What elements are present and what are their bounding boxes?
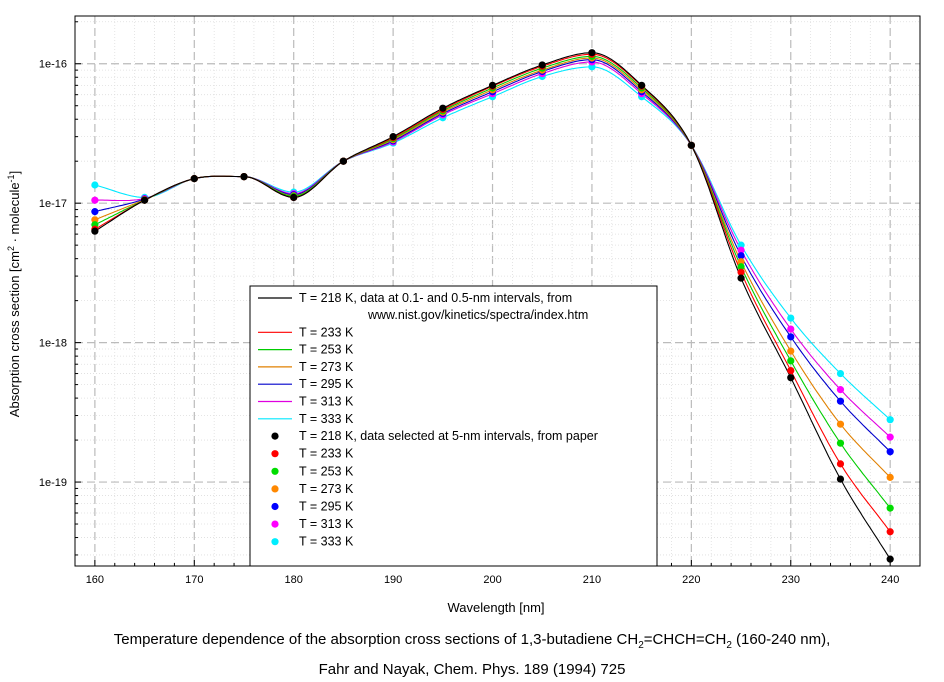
data-point bbox=[836, 475, 845, 483]
x-tick-labels: 160 170 180 190 200 210 220 230 240 bbox=[86, 574, 900, 586]
x-tick-label: 160 bbox=[86, 574, 104, 586]
x-tick-label: 200 bbox=[483, 574, 501, 586]
series-points bbox=[91, 49, 894, 563]
legend-point-swatch bbox=[271, 432, 279, 440]
data-point bbox=[886, 448, 894, 456]
legend-label: T = 313 K bbox=[299, 395, 354, 409]
legend-label: T = 233 K bbox=[299, 447, 354, 461]
data-point bbox=[787, 357, 795, 365]
legend-point-swatch bbox=[271, 520, 279, 528]
data-point bbox=[886, 504, 894, 512]
x-tick-label: 230 bbox=[782, 574, 800, 586]
y-axis-title: Absorption cross section [cm2 · molecule… bbox=[6, 171, 22, 417]
data-point bbox=[886, 416, 894, 424]
data-point bbox=[836, 439, 845, 447]
legend-label: T = 295 K bbox=[299, 377, 354, 391]
caption-line-1: Temperature dependence of the absorption… bbox=[113, 631, 831, 651]
caption-line-2: Fahr and Nayak, Chem. Phys. 189 (1994) 7… bbox=[318, 661, 626, 678]
data-point bbox=[190, 175, 198, 183]
chart: 160 170 180 190 200 210 220 230 240 1e-161e-171e… bbox=[6, 15, 921, 615]
data-point bbox=[538, 61, 546, 69]
data-point bbox=[339, 157, 348, 165]
data-point bbox=[886, 433, 894, 441]
data-point bbox=[91, 196, 99, 204]
figure-caption: Temperature dependence of the absorption… bbox=[0, 628, 944, 682]
data-point bbox=[836, 369, 845, 378]
x-tick-label: 220 bbox=[682, 574, 700, 586]
legend-point-swatch bbox=[271, 538, 279, 546]
data-point bbox=[240, 173, 248, 181]
legend-label-line2: www.nist.gov/kinetics/spectra/index.htm bbox=[367, 308, 588, 322]
data-point bbox=[787, 366, 795, 375]
legend: T = 218 K, data at 0.1- and 0.5-nm inter… bbox=[249, 285, 658, 567]
y-tick-label: 1e-19 bbox=[39, 477, 67, 489]
data-point bbox=[836, 460, 845, 468]
data-point bbox=[886, 473, 894, 481]
data-point bbox=[91, 181, 99, 189]
legend-label: T = 218 K, data at 0.1- and 0.5-nm inter… bbox=[299, 291, 572, 305]
data-point bbox=[687, 141, 695, 149]
x-tick-label: 190 bbox=[384, 574, 402, 586]
legend-label: T = 218 K, data selected at 5-nm interva… bbox=[299, 429, 598, 443]
legend-point-swatch bbox=[271, 450, 279, 458]
legend-label: T = 273 K bbox=[299, 360, 354, 374]
legend-point-swatch bbox=[271, 502, 279, 511]
data-point bbox=[439, 104, 447, 112]
data-point bbox=[91, 227, 99, 235]
legend-label: T = 333 K bbox=[299, 535, 354, 549]
y-tick-labels: 1e-16 1e-17 1e-18 1e-19 bbox=[39, 59, 67, 489]
legend-box bbox=[249, 285, 658, 567]
data-point bbox=[737, 274, 745, 282]
legend-label: T = 233 K bbox=[299, 325, 354, 339]
data-point bbox=[140, 196, 149, 204]
data-point bbox=[638, 81, 646, 89]
data-point bbox=[91, 216, 99, 224]
legend-label: T = 253 K bbox=[299, 343, 354, 357]
data-point bbox=[389, 133, 397, 141]
data-point bbox=[836, 386, 845, 394]
data-point bbox=[787, 374, 795, 382]
data-point bbox=[886, 555, 894, 563]
data-point bbox=[737, 263, 745, 271]
x-tick-label: 180 bbox=[285, 574, 303, 586]
legend-label: T = 313 K bbox=[299, 517, 354, 531]
legend-label: T = 273 K bbox=[299, 482, 354, 496]
legend-point-swatch bbox=[271, 467, 279, 475]
data-point bbox=[787, 314, 795, 322]
data-point bbox=[91, 208, 99, 216]
legend-label: T = 295 K bbox=[299, 500, 354, 514]
data-point bbox=[488, 81, 497, 89]
y-tick-label: 1e-16 bbox=[39, 59, 67, 71]
data-point bbox=[737, 252, 745, 260]
y-tick-label: 1e-18 bbox=[39, 338, 67, 350]
x-tick-label: 240 bbox=[881, 574, 899, 586]
data-point bbox=[836, 397, 845, 405]
data-point bbox=[886, 528, 894, 536]
legend-point-swatch bbox=[271, 485, 279, 493]
legend-label: T = 333 K bbox=[299, 412, 354, 426]
data-point bbox=[737, 258, 745, 266]
data-point bbox=[787, 347, 795, 355]
y-tick-label: 1e-17 bbox=[39, 198, 67, 210]
data-point bbox=[737, 246, 745, 254]
x-axis-title: Wavelength [nm] bbox=[447, 600, 544, 615]
data-point bbox=[737, 268, 745, 276]
data-point bbox=[588, 49, 596, 57]
data-point bbox=[836, 420, 845, 428]
data-point bbox=[737, 241, 745, 249]
data-point bbox=[787, 333, 795, 341]
x-tick-label: 170 bbox=[185, 574, 203, 586]
data-point bbox=[290, 193, 298, 202]
legend-label: T = 253 K bbox=[299, 464, 354, 478]
x-tick-label: 210 bbox=[583, 574, 601, 586]
data-point bbox=[787, 325, 795, 333]
